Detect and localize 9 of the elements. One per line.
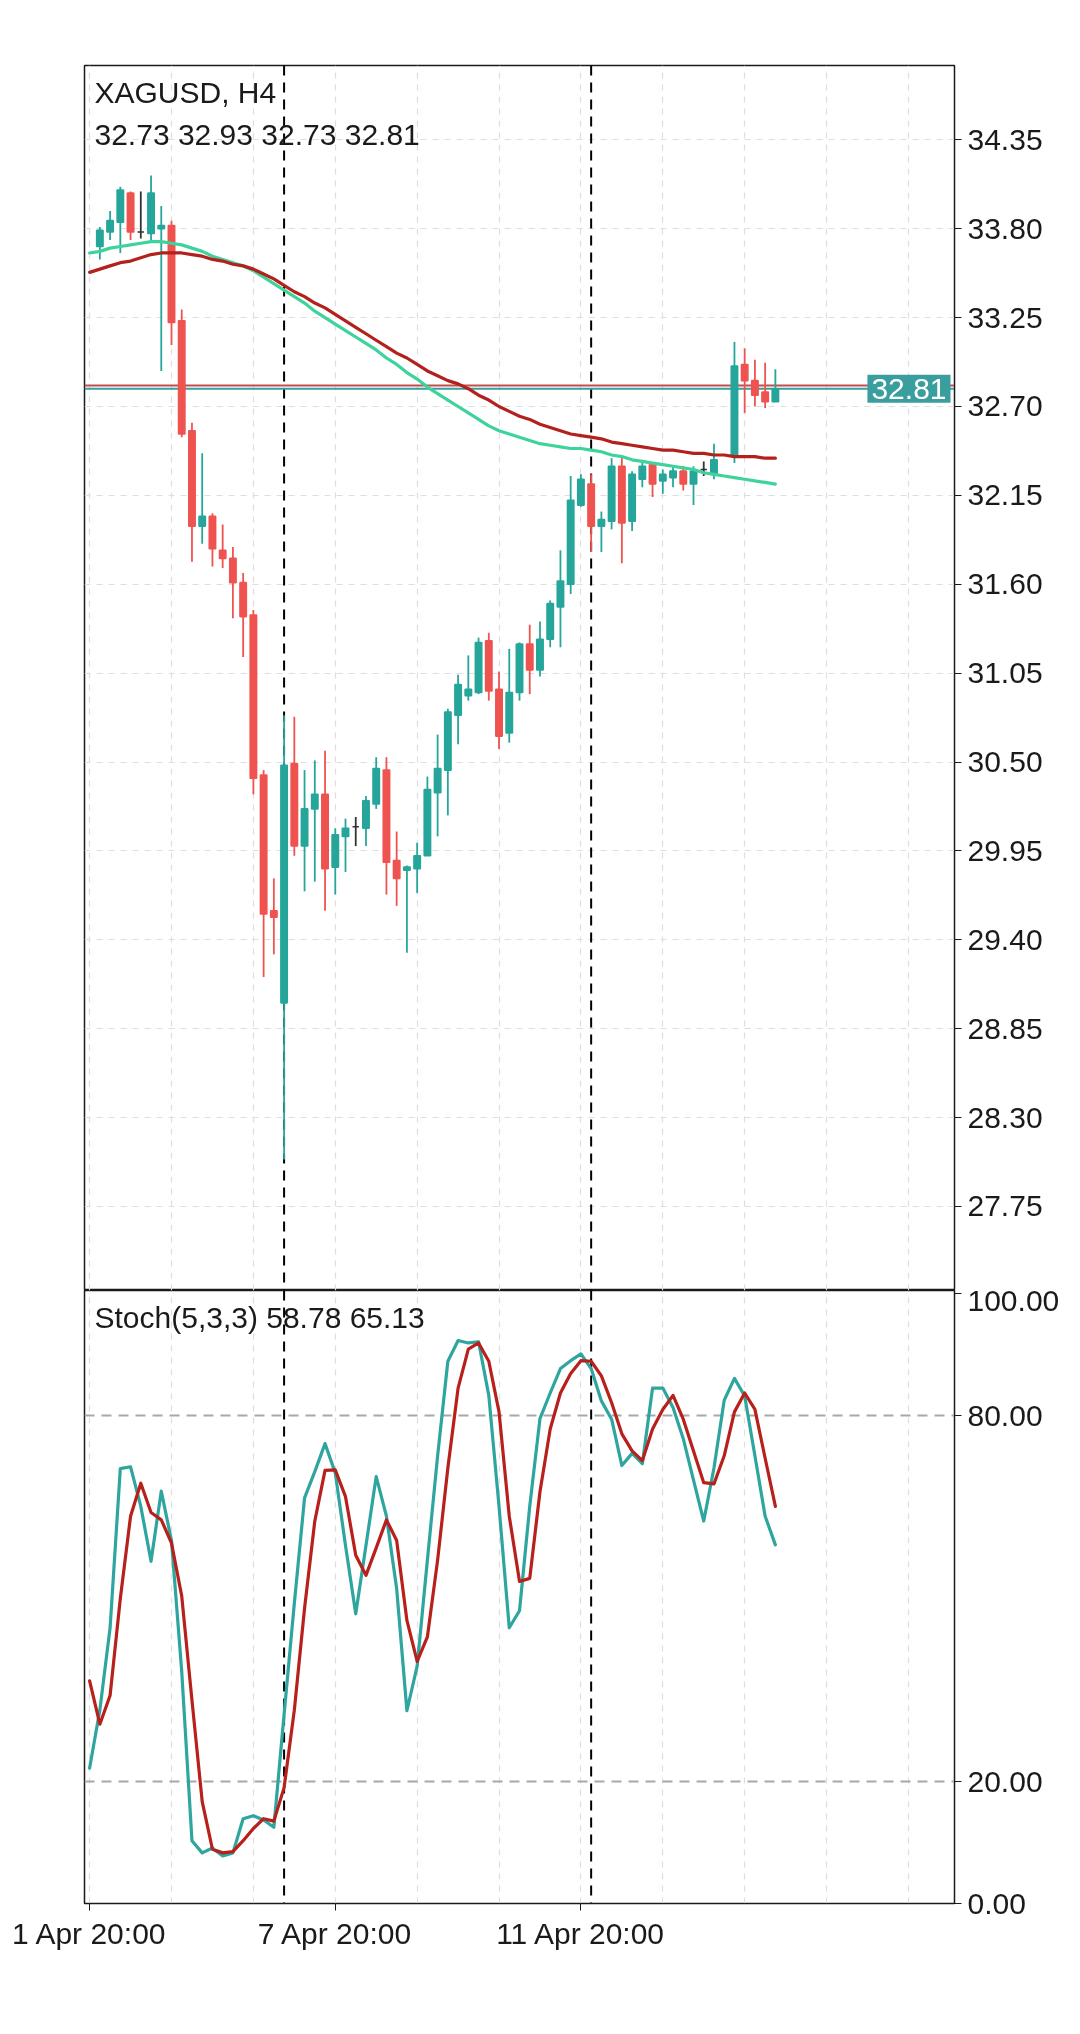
y-tick-label: 20.00 bbox=[967, 1764, 1043, 1798]
y-tick-label: 27.75 bbox=[967, 1189, 1043, 1223]
y-tick-label: 80.00 bbox=[967, 1398, 1043, 1432]
chart-title: Stoch(5,3,3) 58.78 65.13 bbox=[94, 1300, 425, 1334]
x-tick-label: 7 Apr 20:00 bbox=[257, 1916, 412, 1950]
y-tick-label: 100.00 bbox=[967, 1283, 1060, 1317]
x-tick-label: 1 Apr 20:00 bbox=[12, 1916, 166, 1950]
y-tick-label: 0.00 bbox=[967, 1886, 1026, 1920]
x-tick-label: 11 Apr 20:00 bbox=[496, 1916, 665, 1950]
